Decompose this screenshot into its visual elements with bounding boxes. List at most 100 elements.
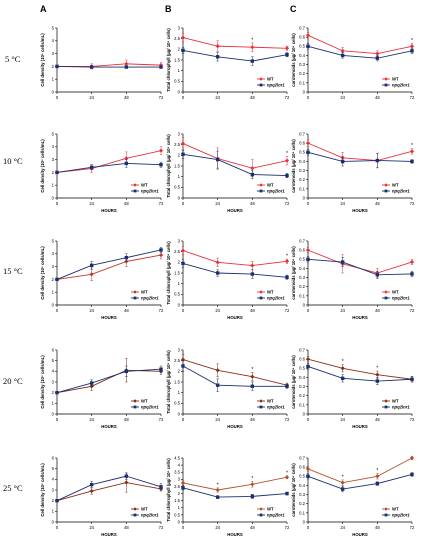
y-axis-title: carotenoids (µg/ 10⁶ cells) bbox=[291, 463, 296, 517]
data-point bbox=[215, 495, 220, 499]
data-point bbox=[410, 377, 414, 381]
y-tick-label: 4 bbox=[52, 369, 55, 374]
y-tick-label: 0 bbox=[178, 302, 181, 307]
data-point bbox=[285, 275, 289, 279]
data-point bbox=[89, 272, 94, 277]
significance-marker: * bbox=[286, 470, 288, 476]
legend-label: npq2lor1 bbox=[267, 189, 285, 194]
x-tick-label: 0 bbox=[182, 417, 185, 422]
y-tick-label: 0.6 bbox=[299, 248, 305, 253]
series-line bbox=[182, 49, 288, 62]
x-axis-title: HOURS bbox=[101, 424, 117, 429]
legend-label: WT bbox=[392, 399, 399, 404]
data-point bbox=[215, 157, 220, 162]
y-tick-label: 3 bbox=[178, 131, 181, 136]
y-tick-label: 0 bbox=[303, 411, 306, 416]
y-tick-label: 0.5 bbox=[174, 185, 180, 190]
data-point bbox=[250, 45, 255, 50]
x-axis-title: HOURS bbox=[227, 424, 243, 429]
chart-panel: 0 1 2 3 4 5 0 24 48 72 HOURS Cell density (10⁶ cell… bbox=[40, 131, 164, 213]
legend-marker bbox=[133, 183, 137, 187]
column-label-c: C bbox=[290, 4, 297, 14]
chart-panel: 0 0.1 0.2 0.3 0.4 0.5 0.6 0.7 0 24 48 72 carotenoids… bbox=[291, 25, 415, 100]
legend-marker bbox=[384, 183, 388, 187]
x-tick-label: 24 bbox=[89, 95, 94, 100]
y-tick-label: 1 bbox=[52, 290, 55, 295]
data-point bbox=[410, 49, 414, 53]
legend-marker bbox=[384, 83, 388, 87]
legend-label: WT bbox=[141, 290, 148, 295]
series-line bbox=[56, 368, 162, 394]
x-tick-label: 72 bbox=[410, 525, 415, 530]
y-tick-label: 5 bbox=[52, 238, 55, 243]
significance-marker: * bbox=[411, 143, 413, 149]
chart-panel: 0 1 2 3 4 5 6 0 24 48 72 HOURS Cell density (10⁶ cel… bbox=[40, 347, 164, 429]
x-tick-label: 24 bbox=[215, 201, 220, 206]
data-point bbox=[159, 163, 163, 167]
x-axis-title: HOURS bbox=[227, 208, 243, 213]
x-tick-label: 48 bbox=[375, 308, 380, 313]
series-line bbox=[307, 34, 413, 55]
y-tick-label: 0.5 bbox=[174, 79, 180, 84]
x-tick-label: 0 bbox=[56, 525, 59, 530]
data-point bbox=[181, 48, 185, 53]
x-tick-label: 0 bbox=[56, 201, 59, 206]
x-tick-label: 0 bbox=[182, 201, 185, 206]
data-point bbox=[159, 65, 163, 69]
legend-marker bbox=[259, 77, 263, 81]
y-tick-label: 0.5 bbox=[299, 257, 305, 262]
legend-label: npq2lor1 bbox=[392, 405, 410, 410]
x-tick-label: 48 bbox=[124, 201, 129, 206]
significance-marker: * bbox=[411, 38, 413, 44]
y-tick-label: 2.5 bbox=[174, 484, 180, 489]
data-point bbox=[215, 260, 220, 265]
y-tick-label: 1.5 bbox=[174, 379, 180, 384]
y-axis-title: carotenoids (µg/ 10⁶ cells) bbox=[291, 355, 296, 409]
series-line bbox=[182, 262, 288, 278]
y-axis-title: Total chlorophyll (µg/ 10⁶ cells) bbox=[166, 28, 171, 92]
y-tick-label: 0.7 bbox=[299, 131, 305, 136]
x-tick-label: 24 bbox=[340, 525, 345, 530]
data-point bbox=[89, 165, 94, 169]
y-tick-label: 0 bbox=[303, 302, 306, 307]
chart-panel: 0 0.1 0.2 0.3 0.4 0.5 0.6 0.7 0 24 48 72 HOURS carote… bbox=[291, 238, 415, 320]
data-point bbox=[284, 259, 290, 264]
y-tick-label: 2 bbox=[52, 170, 55, 175]
legend-label: npq2lor1 bbox=[392, 513, 410, 518]
x-tick-label: 0 bbox=[182, 525, 185, 530]
x-tick-label: 72 bbox=[410, 308, 415, 313]
chart-panel: 0 0.5 1 1.5 2 2.5 3 3.5 4 4.5 0 24 48 72 HOURS Total ch… bbox=[166, 455, 290, 537]
data-point bbox=[124, 255, 129, 260]
y-tick-label: 1 bbox=[178, 390, 181, 395]
legend-marker bbox=[259, 513, 263, 517]
y-tick-label: 2 bbox=[178, 369, 181, 374]
y-tick-label: 0.2 bbox=[299, 501, 305, 506]
y-tick-label: 0 bbox=[52, 89, 55, 94]
y-tick-label: 2 bbox=[178, 47, 181, 52]
data-point bbox=[375, 273, 380, 277]
y-tick-label: 0 bbox=[303, 519, 306, 524]
y-tick-label: 3.5 bbox=[174, 470, 180, 475]
row-label-15c: 15 °C bbox=[3, 266, 23, 276]
data-point bbox=[250, 482, 255, 487]
series-line bbox=[56, 369, 162, 394]
legend-marker bbox=[259, 83, 263, 87]
x-axis-title: HOURS bbox=[101, 315, 117, 320]
legend-label: npq2lor1 bbox=[267, 83, 285, 88]
y-tick-label: 0.6 bbox=[299, 465, 305, 470]
series-line bbox=[307, 142, 413, 161]
legend-label: npq2lor1 bbox=[141, 405, 159, 410]
y-tick-label: 0.1 bbox=[299, 80, 305, 85]
data-point bbox=[375, 158, 380, 163]
x-tick-label: 24 bbox=[340, 417, 345, 422]
x-tick-label: 24 bbox=[215, 308, 220, 313]
data-point bbox=[158, 252, 164, 258]
y-tick-label: 2 bbox=[178, 491, 181, 496]
data-point bbox=[306, 44, 310, 48]
y-tick-label: 0 bbox=[52, 195, 55, 200]
y-tick-label: 5 bbox=[52, 25, 55, 30]
data-point bbox=[409, 455, 415, 461]
x-tick-label: 48 bbox=[124, 95, 129, 100]
y-axis-title: Total chlorophyll (µg/ 10⁶ cells) bbox=[166, 458, 171, 522]
data-point bbox=[284, 158, 290, 163]
